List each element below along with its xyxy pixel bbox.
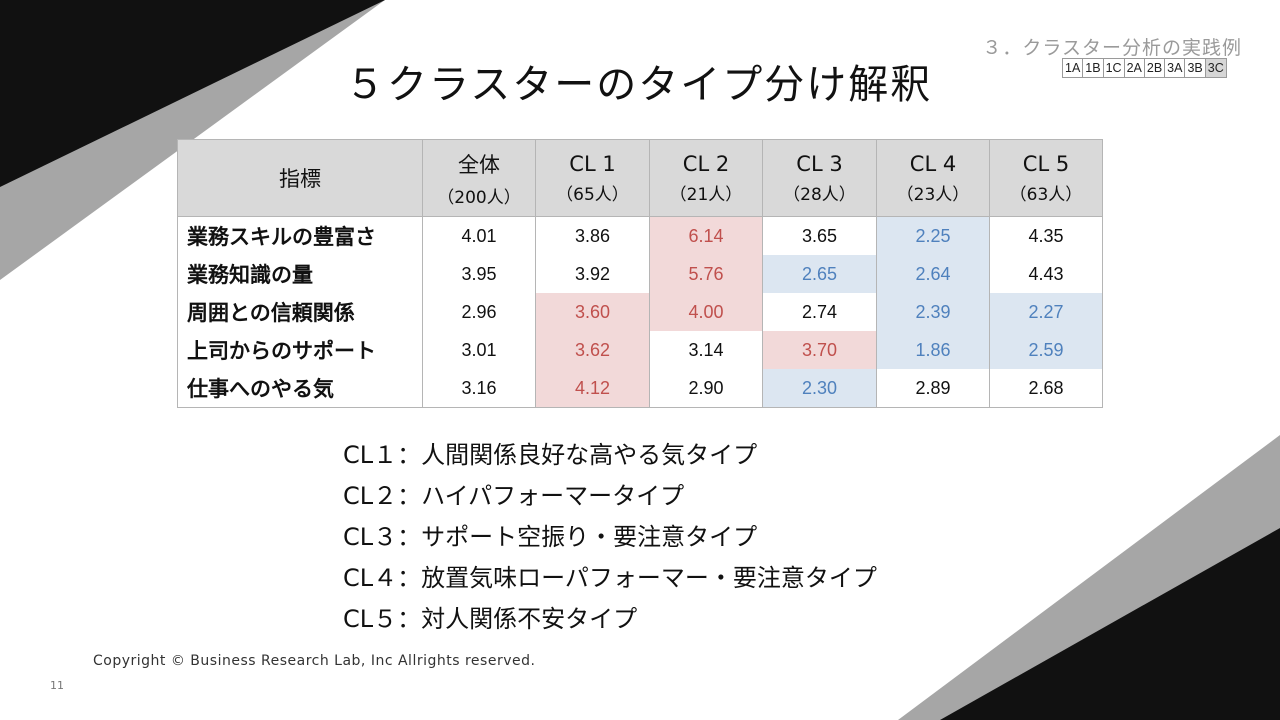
table-cell: 3.62: [535, 331, 650, 369]
table-cell: 2.68: [989, 369, 1103, 408]
table-cell: 2.74: [762, 293, 877, 331]
nav-item-3c[interactable]: 3C: [1205, 59, 1226, 77]
table-cell: 3.65: [762, 216, 877, 255]
table-cell: 3.14: [649, 331, 763, 369]
table-cell: 4.35: [989, 216, 1103, 255]
cluster-type-list: CL１：人間関係良好な高やる気タイプ CL２：ハイパフォーマータイプ CL３：サ…: [343, 436, 877, 641]
table-row: 業務スキルの豊富さ 4.01 3.86 6.14 3.65 2.25 4.35: [177, 216, 1103, 255]
table-cell: 2.25: [876, 216, 990, 255]
header-col-cl4: CL 4 （23人）: [876, 139, 990, 217]
row-label: 周囲との信頼関係: [177, 293, 423, 331]
table-row: 仕事へのやる気 3.16 4.12 2.90 2.30 2.89 2.68: [177, 369, 1103, 408]
header-indicator: 指標: [177, 139, 423, 217]
cluster-type-cl5: CL５：対人関係不安タイプ: [343, 605, 638, 633]
table-cell: 4.12: [535, 369, 650, 408]
row-label: 業務知識の量: [177, 255, 423, 293]
table-cell: 3.95: [422, 255, 536, 293]
table-cell: 2.89: [876, 369, 990, 408]
nav-item-1b[interactable]: 1B: [1083, 59, 1104, 77]
nav-item-3a[interactable]: 3A: [1165, 59, 1186, 77]
header-col-cl5: CL 5 （63人）: [989, 139, 1103, 217]
header-col-cl1: CL 1 （65人）: [535, 139, 650, 217]
top-left-black-triangle: [0, 0, 385, 187]
page-number: 11: [50, 679, 64, 692]
table-cell: 2.90: [649, 369, 763, 408]
row-label: 上司からのサポート: [177, 331, 423, 369]
table-cell: 3.70: [762, 331, 877, 369]
cluster-type-cl4: CL４：放置気味ローパフォーマー・要注意タイプ: [343, 564, 877, 592]
table-row: 業務知識の量 3.95 3.92 5.76 2.65 2.64 4.43: [177, 255, 1103, 293]
nav-item-1a[interactable]: 1A: [1063, 59, 1084, 77]
header-col-total: 全体 （200人）: [422, 139, 536, 217]
table-cell: 2.30: [762, 369, 877, 408]
nav-item-2a[interactable]: 2A: [1125, 59, 1145, 77]
table-cell: 4.43: [989, 255, 1103, 293]
table-row: 周囲との信頼関係 2.96 3.60 4.00 2.74 2.39 2.27: [177, 293, 1103, 331]
nav-item-3b[interactable]: 3B: [1185, 59, 1206, 77]
table-cell: 2.65: [762, 255, 877, 293]
table-cell: 3.01: [422, 331, 536, 369]
table-cell: 2.96: [422, 293, 536, 331]
table-cell: 3.92: [535, 255, 650, 293]
table-cell: 4.00: [649, 293, 763, 331]
cluster-table: 指標 全体 （200人） CL 1 （65人） CL 2 （21人） CL 3 （28人…: [177, 139, 1103, 408]
table-cell: 3.16: [422, 369, 536, 408]
cluster-type-cl3: CL３：サポート空振り・要注意タイプ: [343, 523, 758, 551]
nav-item-1c[interactable]: 1C: [1104, 59, 1125, 77]
table-cell: 3.60: [535, 293, 650, 331]
table-cell: 4.01: [422, 216, 536, 255]
cluster-type-cl1: CL１：人間関係良好な高やる気タイプ: [343, 441, 758, 469]
table-cell: 2.39: [876, 293, 990, 331]
row-label: 仕事へのやる気: [177, 369, 423, 408]
bottom-right-black-triangle: [940, 528, 1280, 720]
section-nav: 1A 1B 1C 2A 2B 3A 3B 3C: [1062, 58, 1227, 78]
header-col-cl3: CL 3 （28人）: [762, 139, 877, 217]
copyright-notice: Copyright © Business Research Lab, Inc A…: [93, 653, 536, 669]
section-title: ３．クラスター分析の実践例: [982, 37, 1242, 59]
table-cell: 1.86: [876, 331, 990, 369]
table-header-row: 指標 全体 （200人） CL 1 （65人） CL 2 （21人） CL 3 （28人…: [177, 139, 1103, 217]
header-col-cl2: CL 2 （21人）: [649, 139, 763, 217]
row-label: 業務スキルの豊富さ: [177, 216, 423, 255]
table-cell: 3.86: [535, 216, 650, 255]
cluster-type-cl2: CL２：ハイパフォーマータイプ: [343, 482, 685, 510]
table-cell: 2.59: [989, 331, 1103, 369]
table-cell: 6.14: [649, 216, 763, 255]
table-cell: 2.27: [989, 293, 1103, 331]
table-row: 上司からのサポート 3.01 3.62 3.14 3.70 1.86 2.59: [177, 331, 1103, 369]
table-cell: 5.76: [649, 255, 763, 293]
nav-item-2b[interactable]: 2B: [1145, 59, 1166, 77]
page-title: ５クラスターのタイプ分け解釈: [345, 62, 933, 108]
table-cell: 2.64: [876, 255, 990, 293]
